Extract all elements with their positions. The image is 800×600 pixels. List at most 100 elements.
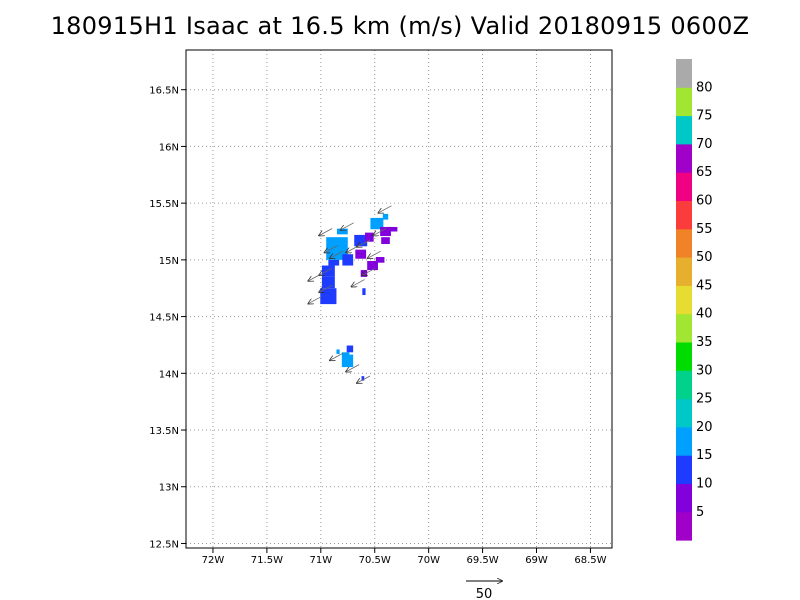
x-tick-label: 69.5W: [467, 555, 499, 566]
colorbar-segment: [676, 257, 692, 286]
colorbar-label: 15: [696, 448, 713, 463]
wind-vector-arrow: [346, 364, 360, 372]
wind-speed-cells: [320, 213, 398, 381]
wind-cell: [321, 276, 335, 289]
wind-vector-arrow: [325, 245, 338, 253]
y-tick-label: 13.5N: [149, 426, 179, 437]
wind-vector-arrow: [330, 250, 344, 258]
colorbar-label: 50: [696, 250, 713, 265]
wind-cell: [360, 270, 368, 277]
chart-title: 180915H1 Isaac at 16.5 km (m/s) Valid 20…: [50, 12, 750, 40]
wind-cell: [354, 234, 368, 247]
colorbar-label: 60: [696, 194, 713, 209]
wind-cell: [336, 349, 340, 355]
wind-cell: [326, 248, 348, 260]
wind-vector-arrow: [346, 245, 360, 253]
colorbar-label: 25: [696, 392, 713, 407]
reference-vector: 50: [466, 581, 502, 600]
colorbar-segment: [676, 398, 692, 428]
x-tick-label: 68.5W: [574, 555, 606, 566]
colorbar-segment: [676, 200, 692, 230]
wind-cell: [320, 288, 337, 305]
wind-cell: [380, 226, 391, 237]
wind-vector-arrow: [373, 228, 387, 236]
wind-vector-arrow: [368, 250, 381, 258]
wind-vector-arrow: [308, 273, 322, 281]
colorbar-label: 80: [696, 80, 713, 95]
wind-cell: [341, 352, 350, 368]
reference-vector-label: 50: [476, 587, 493, 600]
wind-cell: [336, 228, 348, 235]
wind-cell: [321, 265, 335, 277]
colorbar-segment: [676, 483, 692, 513]
axis-ticks: 72W 71.5W 71W 70.5W 70W 69.5W 69W 68.5W 12.5N 13N…: [149, 86, 606, 566]
x-tick-label: 70W: [417, 555, 440, 566]
colorbar-segment: [676, 115, 692, 145]
wind-cell: [362, 288, 366, 296]
wind-vector-arrow: [319, 267, 333, 275]
y-tick-label: 14.5N: [149, 313, 179, 324]
colorbar-label: 40: [696, 307, 713, 322]
colorbar-label: 55: [696, 222, 713, 237]
wind-cell: [375, 257, 385, 263]
wind-vector-arrow: [319, 284, 333, 292]
x-tick-label: 70.5W: [359, 555, 391, 566]
colorbar-segment: [676, 87, 692, 117]
wind-vector-arrow: [341, 222, 354, 230]
colorbar: 5 10 15 20 25 30 35 40 45 50 55 60 65 70 75 80: [676, 59, 713, 541]
colorbar-label: 75: [696, 109, 713, 124]
wind-cell: [381, 237, 390, 244]
colorbar-segment: [676, 370, 692, 400]
wind-vector-arrow: [379, 205, 392, 213]
wind-vector-arrow: [330, 352, 344, 360]
y-tick-label: 15.5N: [149, 199, 179, 210]
wind-vector-arrow: [319, 228, 333, 236]
wind-vector-arrow: [308, 296, 322, 304]
colorbar-segment: [676, 342, 692, 371]
colorbar-segment: [676, 143, 692, 173]
colorbar-segment: [676, 228, 692, 258]
wind-vector-arrow: [357, 375, 371, 383]
colorbar-segment: [676, 313, 692, 343]
wind-cell: [326, 237, 348, 249]
y-tick-label: 13N: [159, 483, 179, 494]
wind-vector-arrow: [357, 239, 371, 247]
x-tick-label: 71W: [309, 555, 332, 566]
colorbar-segment: [676, 455, 692, 484]
wind-vector-arrow: [352, 279, 365, 287]
x-tick-label: 72W: [202, 555, 225, 566]
colorbar-segment: [676, 172, 692, 201]
wind-cell: [361, 376, 365, 381]
x-tick-label: 69W: [525, 555, 548, 566]
colorbar-label: 35: [696, 335, 713, 350]
wind-cell: [342, 254, 354, 266]
wind-cell: [382, 213, 389, 220]
wind-cell: [367, 260, 378, 271]
colorbar-label: 20: [696, 420, 713, 435]
y-tick-label: 16N: [159, 142, 179, 153]
y-tick-label: 16.5N: [149, 86, 179, 97]
wind-cell: [346, 345, 354, 353]
colorbar-label: 5: [696, 505, 704, 520]
wind-cell: [370, 217, 384, 230]
colorbar-segment: [676, 426, 692, 456]
y-tick-label: 15N: [159, 256, 179, 267]
colorbar-label: 65: [696, 165, 713, 180]
colorbar-label: 30: [696, 363, 713, 378]
wind-vectors: [308, 205, 392, 383]
colorbar-label: 45: [696, 278, 713, 293]
wind-cell: [348, 354, 354, 368]
y-tick-label: 14N: [159, 369, 179, 380]
wind-cell: [388, 226, 398, 232]
wind-cell: [355, 249, 367, 259]
plot-frame: [185, 49, 613, 549]
colorbar-segment: [676, 285, 692, 315]
colorbar-segment: [676, 59, 692, 88]
wind-cell: [328, 259, 340, 266]
colorbar-label: 70: [696, 137, 713, 152]
wind-cell: [365, 232, 374, 242]
y-tick-label: 12.5N: [149, 539, 179, 550]
grid-lines: [186, 50, 612, 548]
colorbar-segment: [676, 511, 692, 541]
